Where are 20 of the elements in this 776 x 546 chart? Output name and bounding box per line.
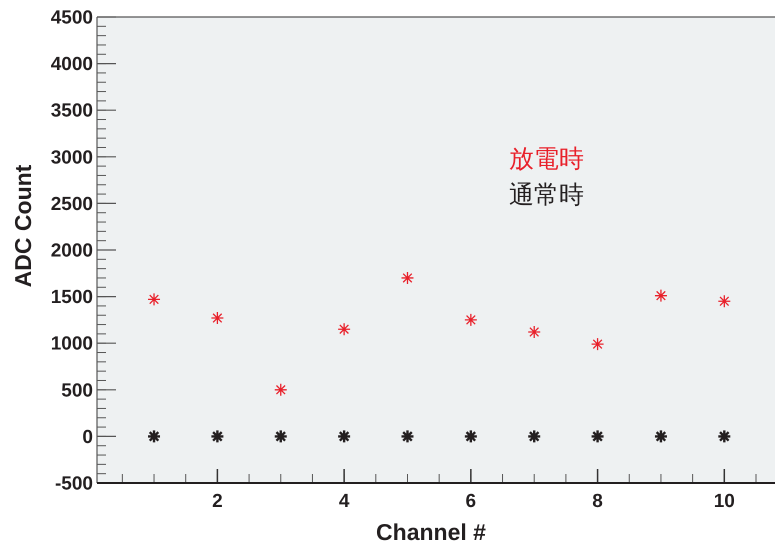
y-tick-label: 3000 xyxy=(50,147,93,168)
x-tick-label: 10 xyxy=(714,491,735,512)
y-axis-title: ADC Count xyxy=(10,164,36,288)
y-tick-label: 0 xyxy=(82,426,93,448)
y-tick-label: 500 xyxy=(61,380,93,402)
x-tick-label: 8 xyxy=(592,491,603,512)
y-tick-label: 1500 xyxy=(50,287,93,308)
x-axis-title: Channel # xyxy=(376,519,486,545)
y-tick-label: 1000 xyxy=(50,334,93,355)
y-tick-label: 4500 xyxy=(50,8,93,28)
x-tick-label: 2 xyxy=(212,491,223,512)
text: 放電時 xyxy=(508,145,584,173)
y-tick-label: 4000 xyxy=(50,54,93,76)
y-tick-label: 3500 xyxy=(50,100,93,122)
x-tick-label: 4 xyxy=(338,491,350,512)
y-tick-label: 2000 xyxy=(50,240,93,262)
y-tick-label: -500 xyxy=(54,474,93,494)
x-tick-label: 6 xyxy=(466,491,476,512)
y-tick-label: 2500 xyxy=(50,194,93,215)
text: 通常時 xyxy=(508,181,584,209)
